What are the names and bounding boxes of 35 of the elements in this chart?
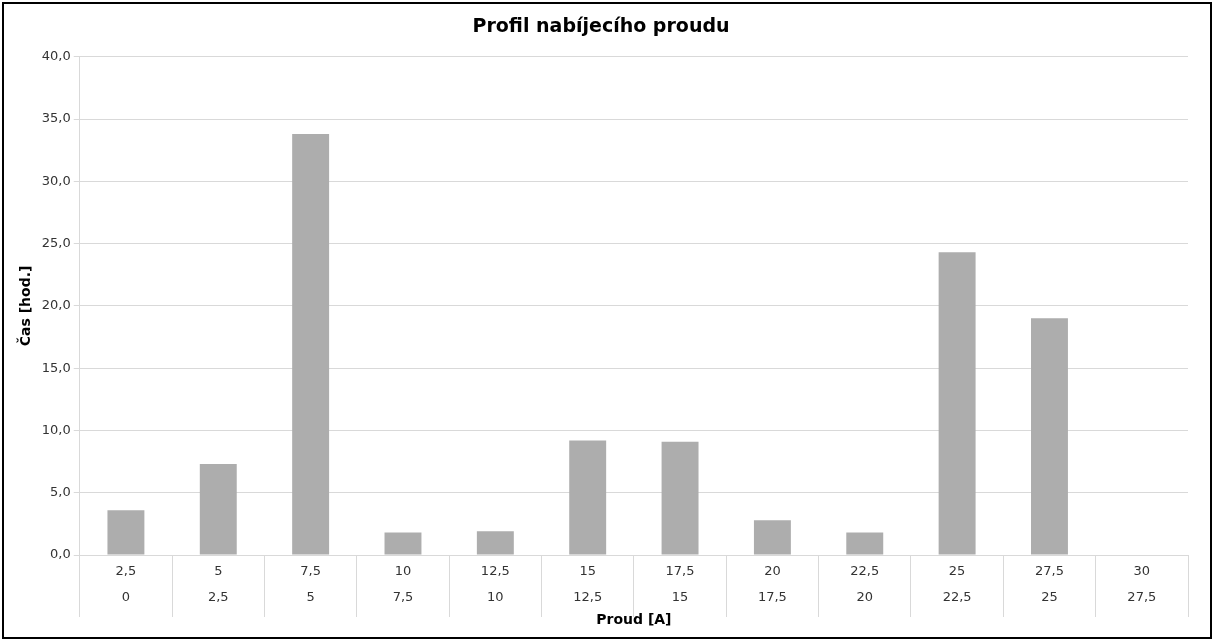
bar (199, 464, 237, 555)
bar (292, 134, 330, 555)
bar (476, 531, 514, 555)
x-tick-label: 20 17,5 (757, 563, 787, 605)
bar (753, 520, 791, 555)
y-tick-label: 35,0 (41, 110, 71, 126)
x-tick-label: 27,5 25 (1034, 563, 1064, 605)
chart-title: Profil nabíjecího proudu (472, 14, 730, 37)
bar (1031, 318, 1068, 555)
y-tick-label: 10,0 (41, 421, 71, 437)
y-axis-title: Čas [hod.] (16, 265, 34, 347)
y-tick-label: 5,0 (50, 484, 71, 500)
bar (384, 532, 422, 555)
x-tick-label: 12,5 10 (480, 563, 510, 605)
x-axis-title: Proud [A] (596, 611, 672, 628)
bar (846, 532, 884, 555)
x-tick-label: 5 2,5 (207, 563, 229, 605)
bar (569, 440, 607, 555)
x-tick-label: 30 27,5 (1127, 563, 1157, 605)
bar (661, 441, 699, 555)
y-tick-label: 40,0 (41, 48, 71, 64)
y-tick-label: 15,0 (41, 359, 71, 375)
x-tick-label: 25 22,5 (942, 563, 972, 605)
x-tick-label: 15 12,5 (573, 563, 603, 605)
x-tick-label: 10 7,5 (392, 563, 414, 605)
y-tick-label: 0,0 (50, 546, 71, 562)
bar (107, 510, 145, 555)
y-tick-label: 20,0 (41, 297, 71, 313)
bar (938, 252, 976, 555)
x-tick-label: 17,5 15 (665, 563, 695, 605)
x-tick-label: 7,5 5 (300, 563, 321, 605)
x-tick-label: 22,5 20 (850, 563, 880, 605)
y-tick-label: 30,0 (41, 172, 71, 188)
y-tick-label: 25,0 (41, 235, 71, 250)
x-tick-label: 2,5 0 (115, 563, 137, 605)
